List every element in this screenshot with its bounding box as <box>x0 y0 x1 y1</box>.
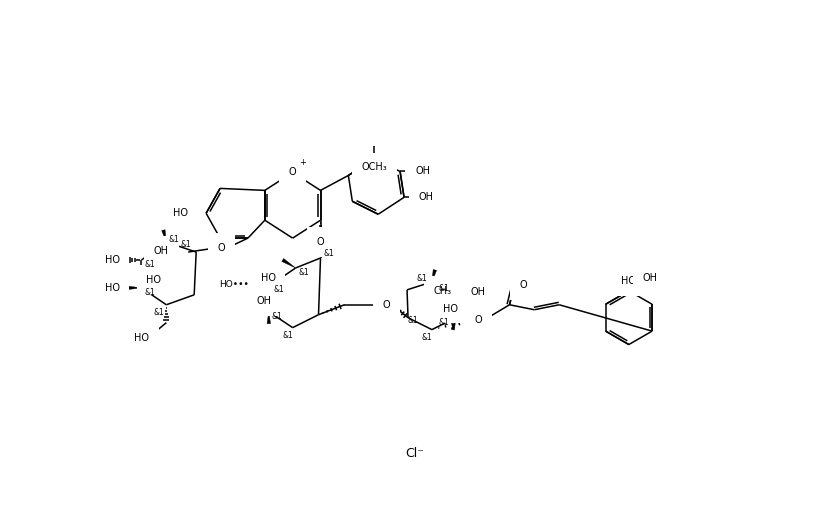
Text: &1: &1 <box>273 286 284 294</box>
Text: +: + <box>300 158 306 167</box>
Polygon shape <box>432 269 437 282</box>
Text: OH: OH <box>256 296 271 306</box>
Text: &1: &1 <box>271 312 282 321</box>
Text: &1: &1 <box>438 284 449 293</box>
Text: O: O <box>217 243 225 253</box>
Text: O: O <box>289 167 296 178</box>
Text: HO: HO <box>105 283 120 293</box>
Text: &1: &1 <box>169 234 179 244</box>
Polygon shape <box>128 286 141 290</box>
Text: HO: HO <box>146 275 161 285</box>
Text: HO: HO <box>173 208 188 218</box>
Text: &1: &1 <box>422 333 432 342</box>
Text: HO: HO <box>261 273 276 283</box>
Text: Cl⁻: Cl⁻ <box>406 448 424 461</box>
Polygon shape <box>162 230 166 242</box>
Text: &1: &1 <box>153 308 164 317</box>
Text: &1: &1 <box>298 268 309 278</box>
Text: OH: OH <box>642 273 658 283</box>
Text: HO: HO <box>622 276 637 286</box>
Text: HO: HO <box>134 332 149 343</box>
Text: &1: &1 <box>181 240 192 249</box>
Text: OH: OH <box>419 192 434 202</box>
Text: HO•••: HO••• <box>219 280 249 289</box>
Text: &1: &1 <box>417 275 427 283</box>
Text: O: O <box>383 300 390 310</box>
Polygon shape <box>282 258 295 268</box>
Text: O: O <box>317 237 325 247</box>
Text: &1: &1 <box>408 316 418 325</box>
Text: HO: HO <box>443 304 458 314</box>
Text: O: O <box>475 315 482 325</box>
Text: &1: &1 <box>282 331 293 340</box>
Text: O: O <box>520 280 527 290</box>
Text: &1: &1 <box>144 288 155 297</box>
Polygon shape <box>267 312 271 324</box>
Polygon shape <box>452 318 456 330</box>
Text: HO: HO <box>105 255 120 265</box>
Text: &1: &1 <box>323 249 334 257</box>
Text: OH: OH <box>415 167 430 177</box>
Text: OH: OH <box>471 287 486 297</box>
Text: OCH₃: OCH₃ <box>361 163 387 172</box>
Text: CH₃: CH₃ <box>434 286 452 296</box>
Text: &1: &1 <box>144 260 155 269</box>
Text: &1: &1 <box>438 318 449 327</box>
Text: OH: OH <box>154 246 168 256</box>
